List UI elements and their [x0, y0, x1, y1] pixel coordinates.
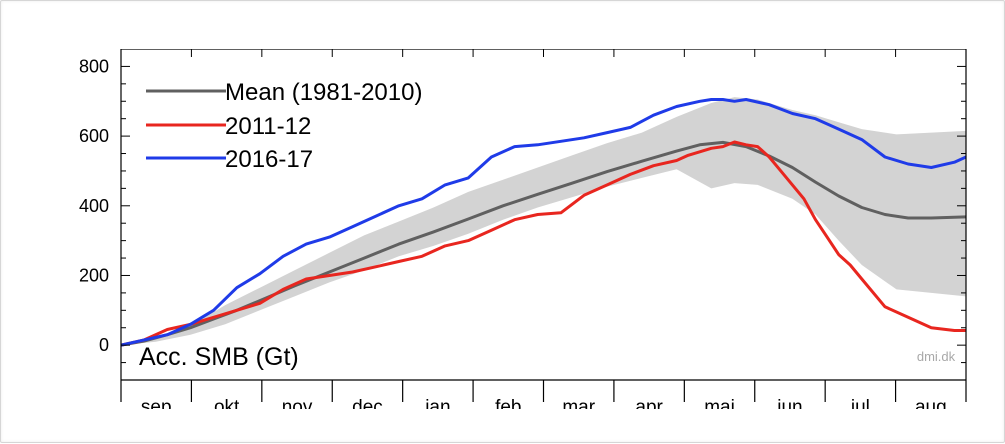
x-tick-label: dec [352, 397, 383, 418]
series-line-1 [121, 140, 966, 347]
y-axis-label: Acc. SMB (Gt) [139, 343, 299, 371]
series-line-2 [121, 98, 966, 347]
x-tick-label: feb [495, 397, 521, 418]
x-tick-label: sep [141, 397, 172, 418]
credit-text: dmi.dk [917, 349, 956, 364]
legend-entry: Mean (1981-2010) [225, 79, 422, 106]
x-tick-label: mar [562, 397, 595, 418]
y-tick-label: 400 [79, 196, 109, 216]
y-tick-label: 800 [79, 56, 109, 76]
y-tick-label: 600 [79, 126, 109, 146]
x-tick-label: nov [282, 397, 313, 418]
legend-entry: 2011-12 [225, 113, 311, 140]
legend-entry: 2016-17 [225, 146, 313, 173]
y-tick-label: 0 [99, 335, 109, 355]
x-tick-label: apr [635, 397, 663, 418]
x-tick-label: aug [915, 397, 947, 418]
x-tick-label: mai [704, 397, 735, 418]
y-tick-label: 200 [79, 265, 109, 285]
range-band [121, 97, 966, 346]
x-tick-label: jan [424, 397, 450, 418]
x-tick-label: jun [776, 397, 802, 418]
x-tick-label: okt [214, 397, 240, 418]
x-tick-label: jul [850, 397, 870, 418]
